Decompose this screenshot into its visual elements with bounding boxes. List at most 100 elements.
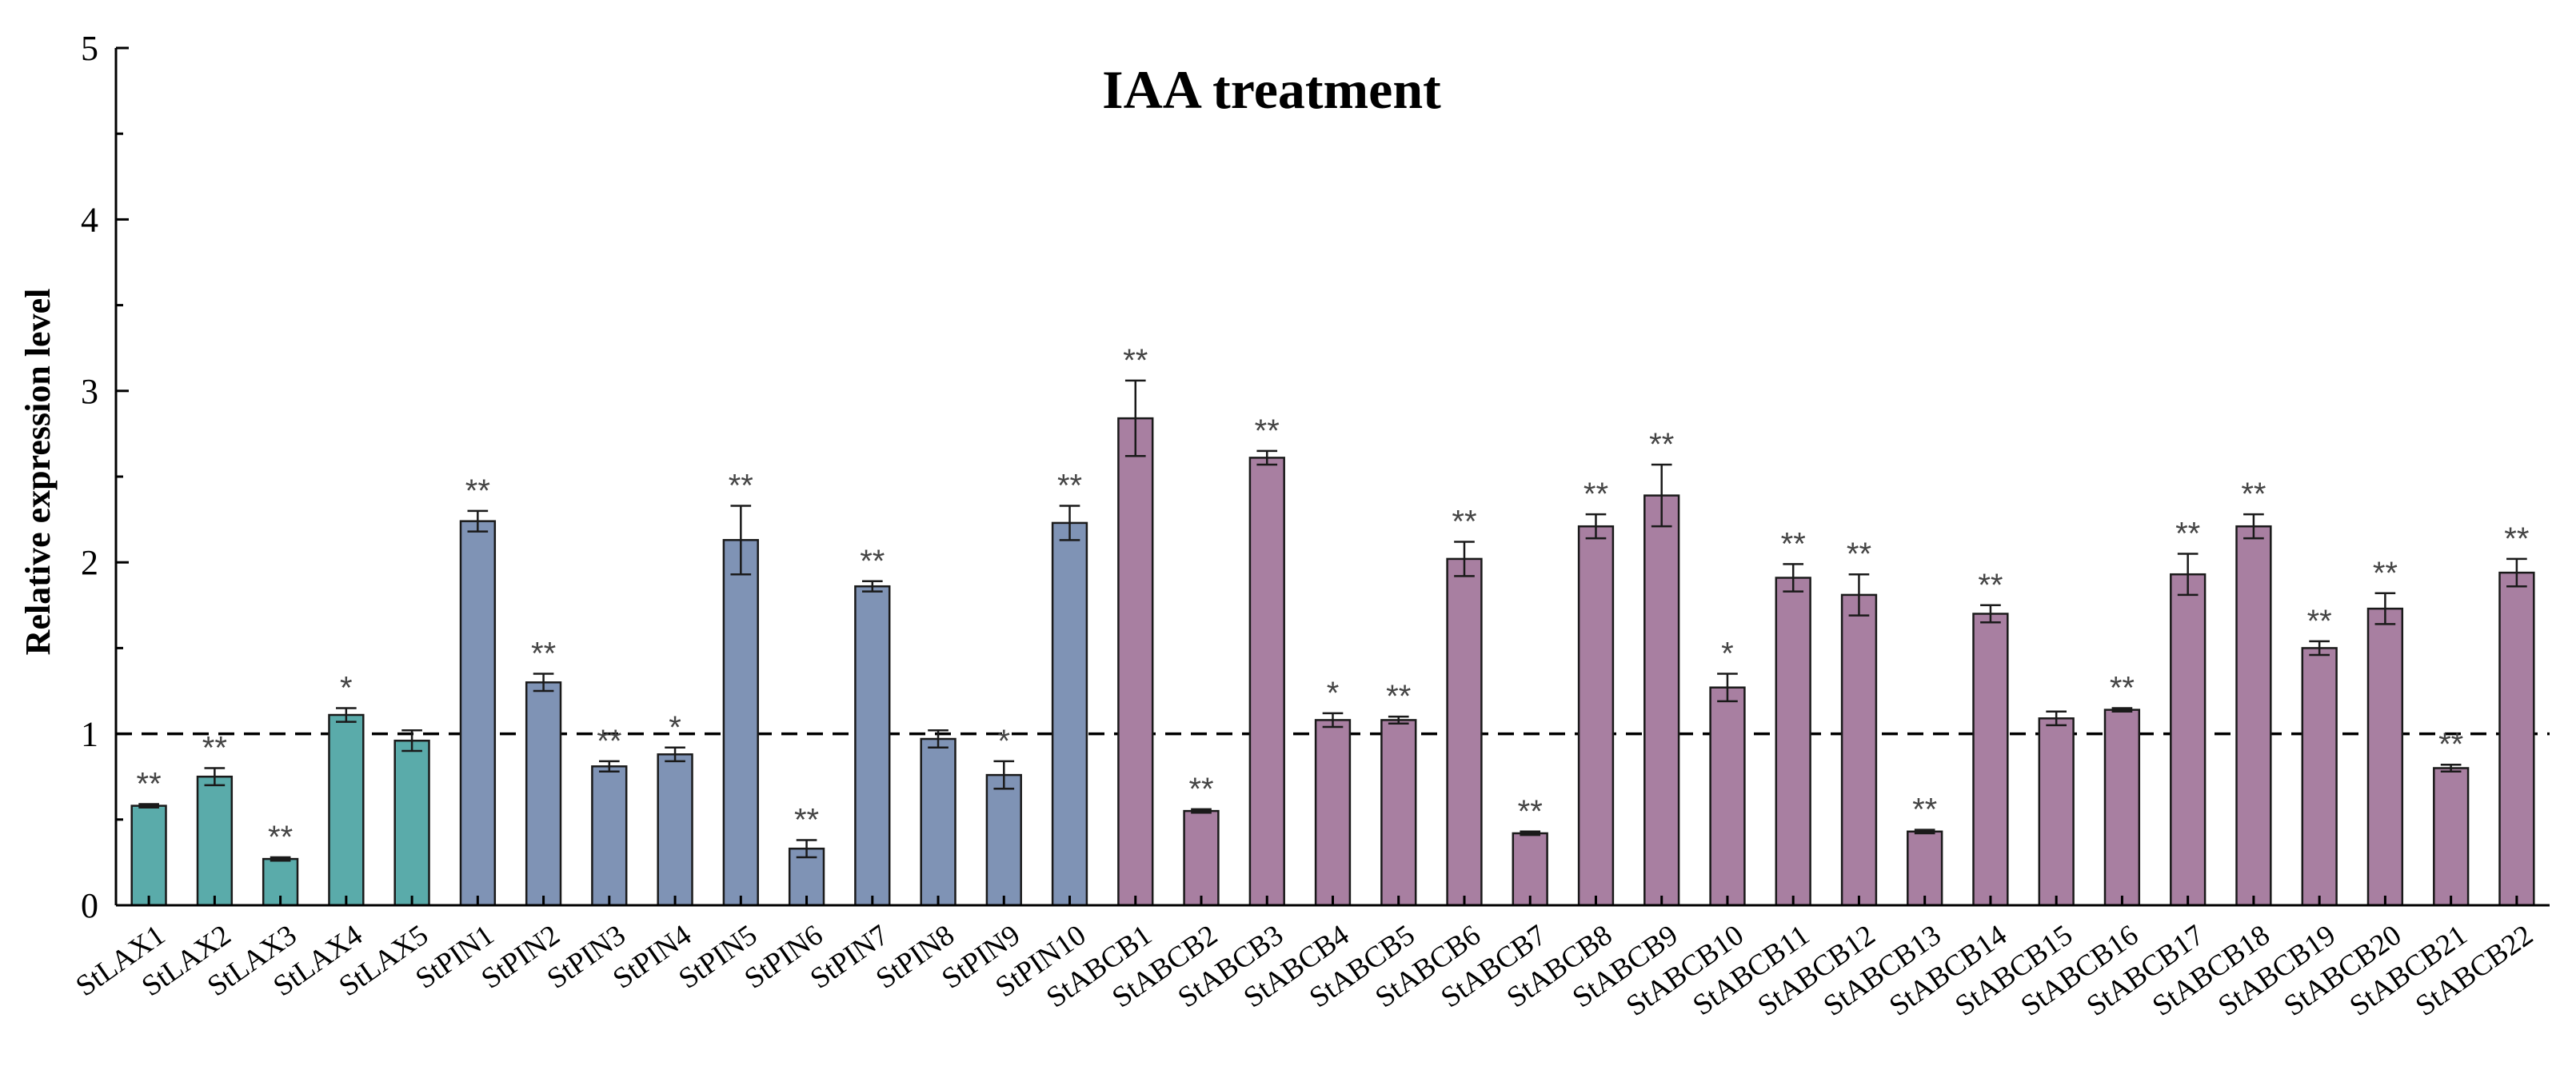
bar-StABCB13 <box>1907 830 1943 907</box>
significance-label: ** <box>1847 537 1871 572</box>
significance-label: ** <box>202 731 227 766</box>
y-tick-label: 4 <box>81 200 98 239</box>
bar-StABCB21 <box>2433 767 2470 907</box>
bar-StABCB4 <box>1314 719 1352 907</box>
significance-label: ** <box>1584 477 1608 512</box>
bar-StABCB12 <box>1840 593 1878 907</box>
y-tick-label: 3 <box>81 372 98 411</box>
error-bar-StABCB13 <box>1914 828 1935 835</box>
error-bar-StABCB16 <box>2111 707 2133 713</box>
y-tick-label: 0 <box>81 886 98 925</box>
error-bar-StLAX4 <box>336 707 357 723</box>
error-bar-StABCB18 <box>2243 513 2264 540</box>
significance-label: ** <box>1452 505 1476 540</box>
error-bar-StPIN7 <box>861 580 883 593</box>
significance-label: ** <box>1518 794 1543 829</box>
significance-label: ** <box>1978 568 2003 603</box>
error-bar-StABCB12 <box>1848 573 1870 617</box>
error-bar-StABCB22 <box>2506 557 2527 588</box>
significance-label: ** <box>531 637 556 672</box>
significance-label: ** <box>268 820 293 855</box>
error-bar-StPIN9 <box>993 760 1015 790</box>
bar-StABCB15 <box>2038 717 2075 907</box>
error-bar-StPIN10 <box>1059 505 1080 541</box>
bar-StABCB17 <box>2170 573 2207 907</box>
significance-label: ** <box>729 468 753 503</box>
significance-label: ** <box>2438 727 2463 762</box>
error-bar-StABCB7 <box>1520 830 1541 836</box>
significance-label: ** <box>1057 468 1082 503</box>
error-bar-StPIN1 <box>467 509 489 533</box>
error-bar-StABCB6 <box>1454 541 1475 577</box>
bar-StABCB5 <box>1380 719 1417 907</box>
error-bar-StABCB9 <box>1651 463 1672 528</box>
bar-StABCB1 <box>1117 417 1154 907</box>
error-bar-StABCB15 <box>2046 710 2067 727</box>
bar-StABCB9 <box>1643 494 1680 907</box>
significance-label: ** <box>465 473 490 509</box>
bar-StABCB6 <box>1446 557 1483 907</box>
error-bar-StPIN5 <box>730 505 752 576</box>
significance-label: * <box>1327 676 1340 711</box>
bar-StABCB10 <box>1709 686 1746 907</box>
bar-StABCB2 <box>1183 809 1220 907</box>
bar-StLAX4 <box>328 713 365 907</box>
error-bar-StABCB1 <box>1124 379 1146 457</box>
bar-StPIN7 <box>854 585 891 907</box>
error-bar-StABCB10 <box>1717 673 1738 703</box>
significance-label: ** <box>1123 343 1148 378</box>
significance-label: * <box>1721 637 1734 672</box>
error-bar-StLAX5 <box>401 729 422 753</box>
bar-StLAX5 <box>393 739 430 907</box>
error-bar-StABCB11 <box>1783 563 1804 593</box>
significance-label: ** <box>137 767 162 802</box>
significance-label: ** <box>2175 517 2200 552</box>
bar-StABCB22 <box>2498 571 2535 907</box>
bar-StLAX1 <box>130 804 167 907</box>
significance-label: ** <box>1912 793 1937 828</box>
y-tick-label: 5 <box>81 29 98 68</box>
bar-StPIN10 <box>1051 521 1088 907</box>
error-bar-StABCB3 <box>1256 449 1278 466</box>
significance-label: ** <box>2241 477 2266 512</box>
significance-label: ** <box>1386 679 1411 714</box>
significance-label: ** <box>2110 670 2135 705</box>
bar-StPIN1 <box>459 520 497 907</box>
y-axis-label: Relative expression level <box>18 289 58 656</box>
error-bar-StPIN4 <box>665 746 685 763</box>
significance-label: ** <box>2307 604 2332 639</box>
error-bar-StLAX2 <box>204 767 226 787</box>
error-bar-StABCB14 <box>1980 604 2001 624</box>
bar-StABCB20 <box>2366 607 2404 907</box>
bar-StABCB11 <box>1775 577 1811 907</box>
significance-label: ** <box>597 724 621 759</box>
bar-StPIN3 <box>591 765 628 907</box>
bars-layer: ************* ***************** **********… <box>130 343 2535 907</box>
bar-StPIN2 <box>525 681 562 907</box>
error-bar-StABCB2 <box>1191 808 1212 814</box>
chart-title: IAA treatment <box>1102 59 1441 120</box>
bar-StABCB14 <box>1972 613 2009 907</box>
error-bar-StABCB4 <box>1322 712 1344 729</box>
significance-label: * <box>997 724 1010 759</box>
bar-StABCB7 <box>1512 832 1548 907</box>
bar-StPIN5 <box>722 539 759 907</box>
significance-label: ** <box>2373 556 2398 591</box>
error-bar-StLAX1 <box>138 803 159 809</box>
error-bar-StPIN3 <box>598 760 620 773</box>
bar-StPIN8 <box>920 737 957 907</box>
bar-StPIN9 <box>985 773 1022 907</box>
bar-StLAX2 <box>196 775 234 907</box>
y-tick-label: 2 <box>81 543 98 582</box>
error-bar-StABCB8 <box>1585 513 1607 540</box>
bar-StABCB8 <box>1577 525 1615 907</box>
error-bar-StPIN6 <box>796 839 817 859</box>
bar-StPIN4 <box>657 753 693 907</box>
significance-label: ** <box>794 803 819 838</box>
significance-label: * <box>669 710 681 745</box>
error-bar-StABCB20 <box>2374 592 2396 625</box>
error-bar-StABCB5 <box>1388 715 1409 725</box>
error-bar-StABCB19 <box>2309 640 2330 657</box>
bar-StABCB18 <box>2235 525 2272 907</box>
